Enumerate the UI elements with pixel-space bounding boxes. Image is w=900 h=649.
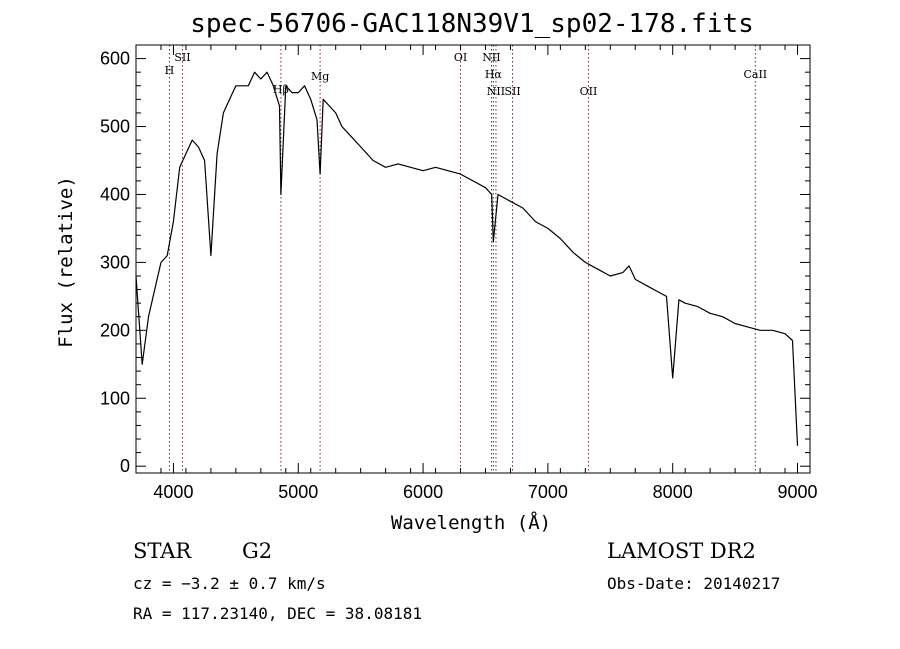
- x-tick-label: 9000: [777, 482, 817, 502]
- y-tick-label: 300: [100, 252, 130, 272]
- spectrum-series: [135, 71, 799, 446]
- spectral-line-label: NII: [482, 51, 500, 64]
- x-tick-label: 6000: [403, 482, 443, 502]
- redshift-velocity: cz = −3.2 ± 0.7 km/s: [133, 574, 326, 593]
- spectral-line-label: H: [165, 64, 175, 77]
- spectral-line-label: SII: [504, 85, 520, 98]
- spectral-line-label: SII: [174, 51, 190, 64]
- coordinates: RA = 117.23140, DEC = 38.08181: [133, 604, 422, 623]
- spectral-line-label: OI: [454, 51, 467, 64]
- object-class: STAR: [133, 539, 192, 563]
- x-tick-label: 8000: [653, 482, 693, 502]
- y-tick-label: 200: [100, 320, 130, 340]
- observation-date: Obs-Date: 20140217: [607, 574, 780, 593]
- spectral-line-label: OII: [580, 85, 598, 98]
- x-axis-label: Wavelength (Å): [391, 511, 551, 534]
- spectral-line-label: NII: [487, 85, 505, 98]
- spectral-line-label: Mg: [311, 70, 329, 83]
- spectral-line-label: Hα: [485, 68, 503, 81]
- spectral-line-markers: [168, 45, 756, 473]
- y-tick-label: 0: [120, 456, 130, 476]
- y-tick-label: 500: [100, 117, 130, 137]
- spectral-line-label: CaII: [743, 68, 767, 81]
- x-tick-label: 7000: [528, 482, 568, 502]
- spectral-line-label: Hβ: [273, 83, 289, 96]
- x-tick-label: 5000: [278, 482, 318, 502]
- y-tick-label: 100: [100, 388, 130, 408]
- y-tick-label: 400: [100, 184, 130, 204]
- plot-axes: 4000 5000 6000 7000 8000 9000 0 100 200 300 400 500…: [100, 44, 818, 502]
- chart-title: spec-56706-GAC118N39V1_sp02-178.fits: [190, 9, 754, 39]
- object-subclass: G2: [242, 539, 272, 563]
- y-tick-label: 600: [100, 49, 130, 69]
- survey-name: LAMOST DR2: [607, 539, 756, 563]
- x-tick-label: 4000: [153, 482, 193, 502]
- plot-frame: [135, 44, 811, 474]
- y-axis-label: Flux (relative): [55, 176, 77, 348]
- flux-spectrum-line: [135, 71, 799, 446]
